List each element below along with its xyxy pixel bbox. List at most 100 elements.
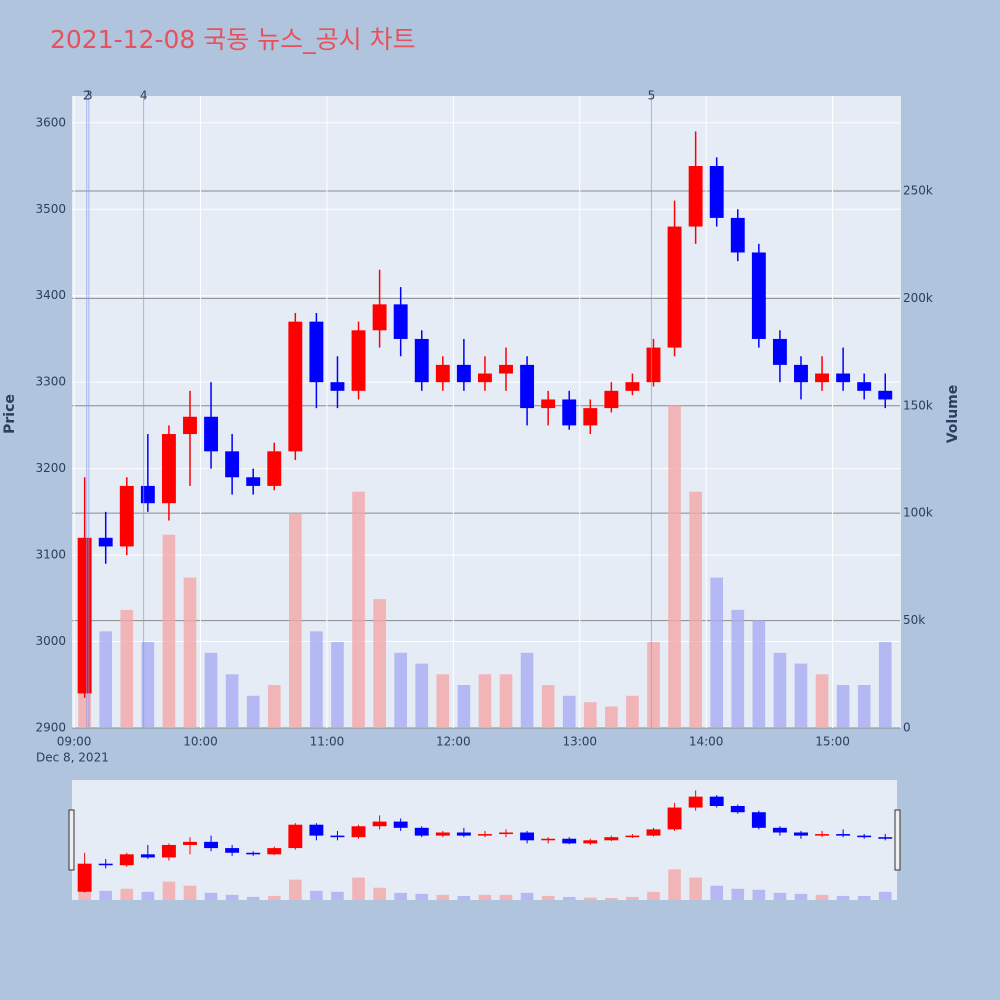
candle-body: [288, 824, 303, 849]
range-slider[interactable]: [72, 780, 897, 900]
volume-bar: [689, 877, 702, 900]
y-tick-label: 3000: [35, 634, 66, 648]
candle-body: [562, 399, 577, 426]
candle-body: [751, 812, 766, 828]
x-tick-label: 13:00: [562, 735, 597, 749]
volume-bar: [583, 702, 597, 728]
volume-bar: [626, 896, 639, 900]
volume-bar: [773, 892, 787, 900]
volume-bar: [647, 891, 660, 900]
candle-body: [288, 321, 303, 452]
candle-body: [119, 854, 134, 866]
candle-body: [309, 321, 324, 383]
volume-bar: [605, 897, 618, 900]
candle-body: [330, 382, 345, 391]
volume-bar: [267, 895, 281, 900]
volume-bar: [141, 891, 155, 900]
volume-bar: [668, 869, 681, 900]
chart-title: 2021-12-08 국동 뉴스_공시 차트: [50, 25, 416, 54]
volume-bar: [794, 663, 808, 728]
y2-tick-label: 250k: [903, 183, 933, 197]
volume-bar: [352, 491, 365, 728]
volume-bar: [246, 896, 260, 900]
volume-bar: [878, 642, 892, 728]
candle-body: [541, 399, 556, 409]
volume-bar: [310, 631, 323, 728]
volume-bar: [499, 894, 513, 900]
volume-bar: [183, 885, 197, 900]
x-tick-label: 12:00: [436, 735, 471, 749]
volume-bar: [99, 890, 113, 900]
x-tick-label: 10:00: [183, 735, 218, 749]
candle-body: [393, 304, 408, 339]
candle-body: [246, 852, 261, 855]
volume-bar: [815, 674, 829, 728]
candle-body: [98, 863, 113, 866]
candle-body: [604, 837, 619, 841]
volume-bar: [836, 685, 850, 728]
y-tick-label: 3200: [35, 461, 66, 475]
candle-body: [646, 829, 661, 836]
y2-tick-label: 200k: [903, 291, 933, 305]
y2-axis-title: Volume: [945, 385, 961, 444]
volume-bar: [415, 663, 429, 728]
range-handle[interactable]: [894, 809, 901, 871]
candle-body: [77, 537, 92, 694]
volume-bar: [120, 609, 134, 728]
candle-body: [161, 434, 176, 504]
candle-body: [393, 821, 408, 828]
volume-bar: [731, 609, 745, 728]
candle-body: [730, 217, 745, 253]
y-axis-title: Price: [2, 394, 18, 434]
range-handle[interactable]: [68, 809, 75, 871]
candle-body: [98, 537, 113, 547]
candle-body: [204, 416, 219, 452]
candle-body: [815, 834, 829, 836]
volume-bar: [710, 885, 724, 900]
volume-bar: [605, 706, 618, 728]
candle-body: [372, 304, 387, 331]
x-tick-label: 11:00: [310, 735, 345, 749]
volume-bar: [289, 513, 302, 728]
candle-body: [435, 364, 450, 383]
annotation-label: 5: [648, 89, 656, 103]
candle-body: [267, 848, 282, 855]
volume-bar: [752, 620, 766, 728]
candle-body: [772, 338, 787, 365]
candle-body: [667, 226, 682, 348]
candle-body: [414, 338, 429, 383]
volume-bar: [373, 887, 386, 900]
volume-bar: [204, 892, 218, 900]
y-tick-label: 3100: [35, 548, 66, 562]
volume-bar: [141, 642, 155, 728]
y-tick-label: 2900: [35, 721, 66, 735]
candle-body: [815, 373, 829, 383]
volume-bar: [457, 895, 471, 900]
y2-tick-label: 0: [903, 721, 911, 735]
candle-body: [183, 416, 197, 435]
date-label: Dec 8, 2021: [36, 751, 109, 765]
annotation-label: 2: [83, 89, 91, 103]
volume-bar: [647, 642, 660, 728]
candle-body: [583, 408, 598, 426]
volume-bar: [436, 894, 450, 900]
candle-body: [204, 841, 219, 849]
volume-bar: [668, 405, 681, 728]
candle-body: [77, 863, 92, 892]
candle-body: [604, 390, 619, 409]
volume-bar: [331, 891, 344, 900]
x-tick-label: 14:00: [689, 735, 724, 749]
y-tick-label: 3300: [35, 375, 66, 389]
candle-body: [140, 485, 155, 504]
candle-body: [456, 832, 471, 836]
candle-body: [225, 451, 240, 478]
candle-body: [520, 832, 535, 841]
candle-body: [688, 166, 703, 227]
volume-bar: [394, 652, 407, 728]
volume-bar: [541, 685, 555, 728]
volume-bar: [478, 674, 492, 728]
y2-tick-label: 150k: [903, 398, 933, 412]
candle-body: [119, 485, 134, 547]
candle-body: [477, 373, 492, 383]
